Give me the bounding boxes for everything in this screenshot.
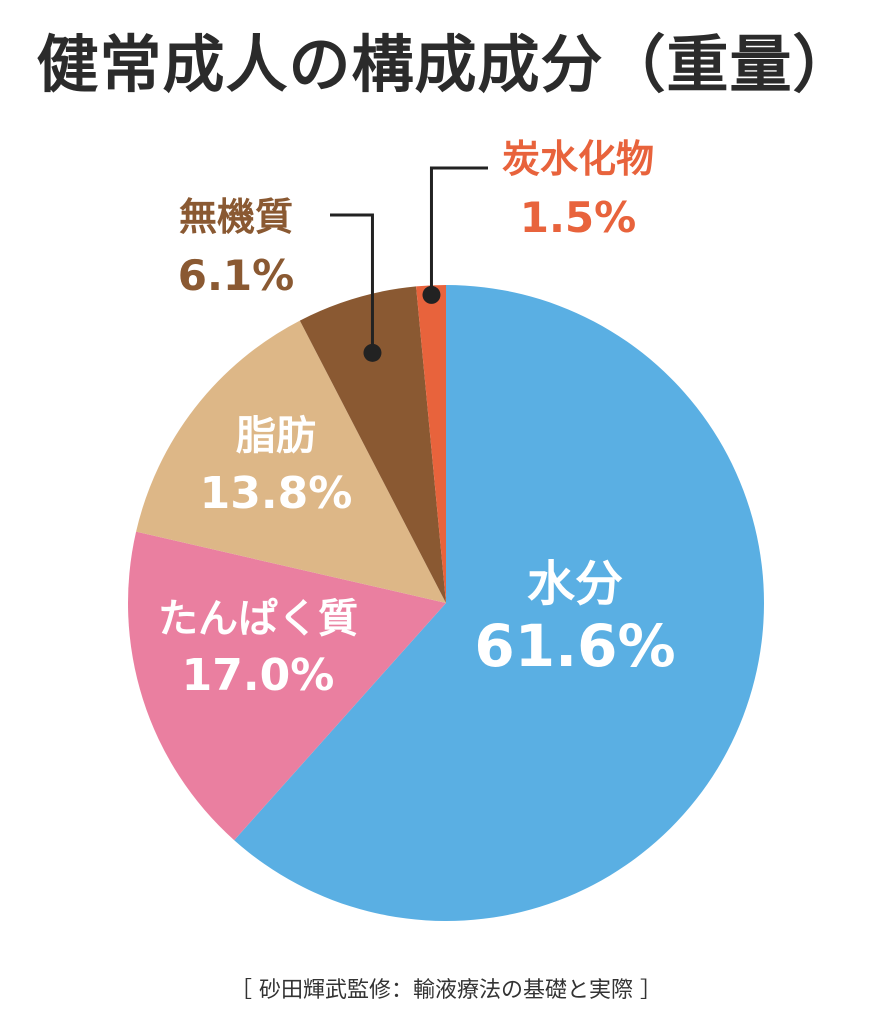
callouts-layer [330, 166, 488, 362]
slice-無機質-callout-dot [363, 343, 382, 362]
slice-炭水化物-callout-line [429, 166, 488, 295]
slice-たんぱく質 [127, 531, 446, 841]
slice-炭水化物 [416, 285, 446, 603]
slice-炭水化物-label: 炭水化物 [502, 137, 654, 181]
slice-水分-value: 61.6% [474, 612, 675, 680]
slice-水分-label: 水分 [527, 556, 623, 612]
slice-脂肪-label: 脂肪 [236, 413, 316, 459]
slice-たんぱく質-value: 17.0% [182, 650, 335, 701]
chart-title: 健常成人の構成成分（重量） [36, 28, 856, 101]
slice-無機質 [299, 286, 446, 603]
slice-脂肪 [136, 320, 446, 603]
slice-たんぱく質-label: たんぱく質 [158, 596, 358, 642]
slice-脂肪-value: 13.8% [200, 468, 353, 519]
slice-炭水化物-value: 1.5% [520, 193, 636, 242]
slices-layer [127, 285, 764, 921]
slice-無機質-callout-line [330, 213, 374, 353]
slice-水分 [234, 285, 764, 921]
slice-無機質-value: 6.1% [178, 251, 294, 300]
slice-炭水化物-callout-dot [422, 285, 441, 304]
slice-無機質-label: 無機質 [179, 195, 293, 239]
chart-source: ［ 砂田輝武監修：輸液療法の基礎と実際 ］ [230, 978, 662, 1003]
